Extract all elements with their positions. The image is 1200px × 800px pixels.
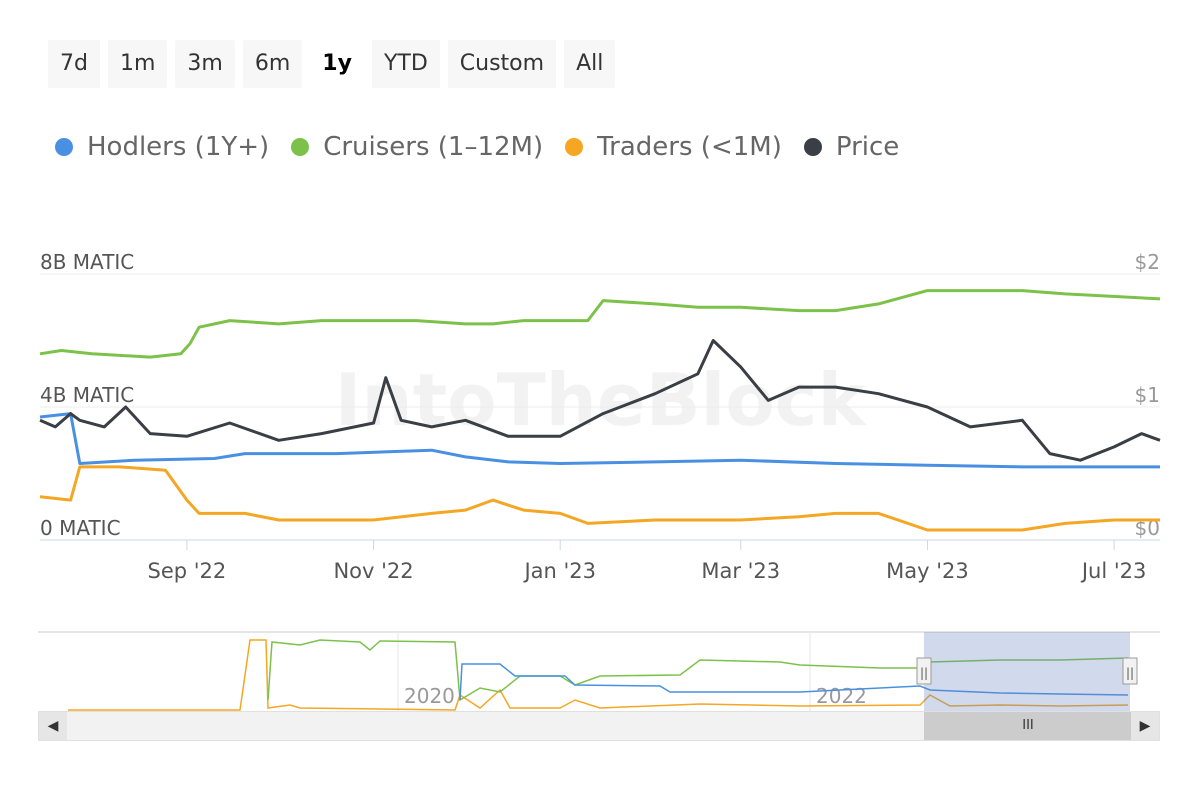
navigator-year-label: 2022 <box>816 684 867 708</box>
y-left-tick-label: 0 MATIC <box>40 516 121 540</box>
legend-label: Price <box>835 132 900 162</box>
navigator-selection[interactable] <box>924 632 1130 711</box>
legend-item-hodlers[interactable]: Hodlers (1Y+) <box>55 132 269 162</box>
navigator-line-traders <box>68 639 1129 711</box>
legend-item-cruisers[interactable]: Cruisers (1–12M) <box>291 132 543 162</box>
x-tick-label: Jul '23 <box>1080 559 1147 583</box>
legend-item-traders[interactable]: Traders (<1M) <box>565 132 782 162</box>
navigator-area <box>38 632 1160 711</box>
legend-dot-icon <box>565 138 584 156</box>
range-button-6m[interactable]: 6m <box>242 40 303 88</box>
navigator-left-handle[interactable] <box>916 657 932 685</box>
x-tick-label: May '23 <box>886 559 969 583</box>
range-button-all[interactable]: All <box>564 40 616 88</box>
navigator-right-handle[interactable] <box>1122 657 1138 685</box>
range-button-1y[interactable]: 1y <box>310 40 364 88</box>
navigator-handle-grip: || <box>1126 666 1134 680</box>
legend-item-price[interactable]: Price <box>803 132 900 162</box>
y-right-tick-label: $1 <box>1135 383 1160 407</box>
x-tick-label: Nov '22 <box>333 559 413 583</box>
range-button-7d[interactable]: 7d <box>48 40 100 88</box>
scroll-left-button[interactable]: ◀ <box>39 712 67 740</box>
legend-dot-icon <box>803 138 822 156</box>
legend-label: Cruisers (1–12M) <box>323 132 544 162</box>
legend-label: Hodlers (1Y+) <box>87 132 270 162</box>
legend-dot-icon <box>55 138 73 156</box>
navigator-handle-grip: || <box>920 666 928 680</box>
range-button-ytd[interactable]: YTD <box>371 40 440 88</box>
scroll-thumb[interactable]: III <box>924 712 1132 740</box>
range-button-1m[interactable]: 1m <box>107 40 168 88</box>
navigator-line-hodlers <box>459 663 1129 701</box>
x-tick-label: Mar '23 <box>701 559 780 583</box>
series-line-cruisers <box>39 289 1161 359</box>
scroll-right-button[interactable]: ▶ <box>1131 712 1159 740</box>
y-left-tick-label: 4B MATIC <box>40 383 134 407</box>
range-selector: 7d 1m 3m 6m 1y YTD Custom All <box>48 40 616 88</box>
series-line-hodlers <box>39 412 1160 469</box>
x-tick-label: Jan '23 <box>522 559 596 583</box>
series-line-traders <box>39 465 1160 532</box>
legend-dot-icon <box>291 138 310 156</box>
legend-label: Traders (<1M) <box>597 132 782 162</box>
series-line-price <box>39 339 1161 462</box>
legend: Hodlers (1Y+) Cruisers (1–12M) Traders (<1… <box>55 132 899 162</box>
navigator-year-label: 2020 <box>404 684 455 708</box>
range-button-3m[interactable]: 3m <box>175 40 235 88</box>
watermark-text: IntoTheBlock <box>335 358 868 442</box>
navigator-scrollbar[interactable]: ◀ III ▶ <box>38 711 1160 741</box>
y-left-tick-label: 8B MATIC <box>40 250 134 274</box>
x-tick-label: Sep '22 <box>148 559 227 583</box>
range-button-custom[interactable]: Custom <box>447 40 557 88</box>
y-right-tick-label: $2 <box>1135 250 1160 274</box>
